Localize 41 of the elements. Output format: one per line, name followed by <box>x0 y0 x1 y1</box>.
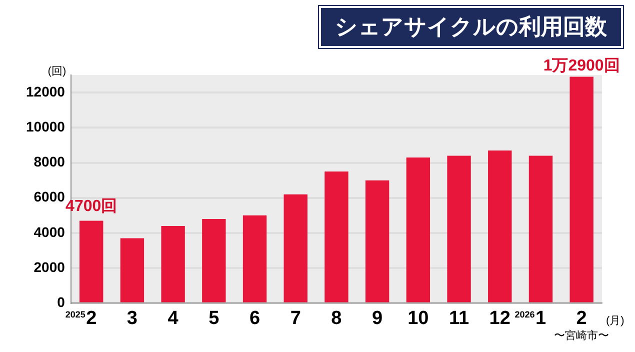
x-axis-title: (月) <box>606 315 624 328</box>
y-tick-label: 10000 <box>26 118 66 135</box>
y-tick-label: 4000 <box>34 224 66 240</box>
bar <box>202 218 226 302</box>
x-tick-label: 9 <box>372 308 383 329</box>
bar <box>365 180 390 302</box>
x-tick-label: 8 <box>331 308 342 329</box>
bar <box>161 226 185 302</box>
y-tick-label: 8000 <box>34 154 66 170</box>
data-label: 4700回 <box>66 198 118 216</box>
bar <box>242 215 267 302</box>
bar <box>528 156 553 302</box>
x-tick-label: 6 <box>249 308 260 329</box>
text: 1万2900回 <box>543 57 620 74</box>
bar <box>80 220 104 302</box>
bar <box>120 238 144 302</box>
bar <box>447 156 471 302</box>
bar <box>488 150 512 302</box>
bar <box>406 158 430 302</box>
y-tick-label: 12000 <box>26 83 66 100</box>
y-axis-title: (回) <box>48 66 66 78</box>
x-tick-label: 7 <box>290 308 301 329</box>
x-tick-label: 5 <box>208 308 220 329</box>
x-tick-label: 10 <box>408 308 429 329</box>
text: 〜宮崎市〜 <box>554 329 610 342</box>
x-tick-label: 12 <box>489 308 510 329</box>
text: 2026 <box>514 310 535 320</box>
bar <box>570 76 594 302</box>
x-tick-label: 4 <box>168 308 179 329</box>
y-tick-label: 0 <box>57 294 66 310</box>
x-tick-label: 2 <box>86 308 97 329</box>
x-tick-label: 2 <box>576 308 587 329</box>
y-tick-label: 2000 <box>34 258 66 275</box>
x-tick-label: 3 <box>126 308 138 329</box>
bar <box>324 172 348 302</box>
chart-title: シェアサイクルの利用回数 <box>319 6 623 48</box>
x-tick-label: 11 <box>448 308 470 329</box>
text: 2025 <box>65 310 86 320</box>
bar <box>284 194 308 302</box>
x-tick-label: 1 <box>535 308 546 329</box>
y-tick-label: 6000 <box>34 188 66 205</box>
